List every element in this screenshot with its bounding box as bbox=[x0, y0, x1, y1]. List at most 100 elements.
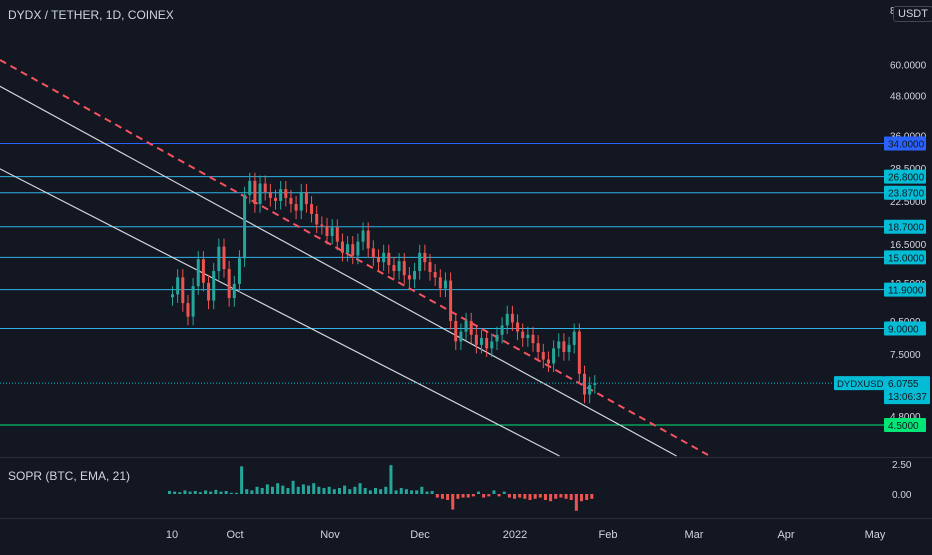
candle-body bbox=[222, 246, 226, 269]
symbol-title: DYDX / TETHER, 1D, COINEX bbox=[8, 8, 174, 22]
sopr-bar bbox=[250, 490, 254, 494]
candle-body bbox=[454, 320, 458, 342]
candle-body bbox=[485, 338, 489, 349]
candle-body bbox=[521, 331, 525, 339]
sopr-bar bbox=[435, 494, 439, 498]
sopr-bar bbox=[451, 494, 455, 510]
candle-body bbox=[562, 341, 566, 353]
level-badge bbox=[884, 250, 926, 265]
price-tick-label: 7.5000 bbox=[890, 350, 921, 361]
symbol-tag-label: DYDXUSDT bbox=[837, 379, 889, 390]
candle-body bbox=[495, 334, 499, 342]
candle-body bbox=[572, 331, 576, 345]
time-tick-label: May bbox=[865, 529, 886, 541]
sopr-bar bbox=[255, 486, 259, 494]
candle-body bbox=[433, 272, 437, 278]
candle-body bbox=[289, 197, 293, 205]
sopr-bar bbox=[518, 494, 522, 498]
sopr-bar bbox=[363, 488, 367, 494]
candle-body bbox=[361, 230, 365, 242]
sopr-bar bbox=[271, 486, 274, 494]
candle-body bbox=[356, 241, 360, 256]
candle-body bbox=[340, 241, 344, 253]
sopr-bar bbox=[533, 494, 537, 499]
sopr-bar bbox=[492, 490, 496, 494]
candle-body bbox=[588, 384, 592, 395]
candle-body bbox=[371, 248, 375, 258]
sopr-bar bbox=[209, 491, 213, 494]
candle-body bbox=[258, 183, 262, 205]
candle-body bbox=[351, 244, 355, 256]
sopr-bar bbox=[399, 488, 403, 494]
candle-body bbox=[325, 225, 329, 236]
sopr-bar bbox=[296, 486, 300, 494]
sopr-bar bbox=[425, 491, 429, 494]
candle-body bbox=[366, 230, 370, 249]
sopr-tick-label: 0.00 bbox=[892, 490, 912, 501]
sopr-bar bbox=[477, 491, 480, 494]
candle-body bbox=[438, 277, 442, 289]
level-badge bbox=[884, 282, 926, 297]
sopr-bar bbox=[317, 486, 321, 494]
time-axis-separator bbox=[0, 518, 932, 519]
candle-body bbox=[186, 303, 190, 317]
candle-body bbox=[181, 277, 185, 304]
candle-body bbox=[474, 334, 478, 345]
sopr-bar bbox=[240, 466, 244, 494]
sopr-bar bbox=[569, 494, 573, 500]
sopr-bar bbox=[183, 490, 187, 494]
candle-body bbox=[176, 277, 180, 295]
sopr-bar bbox=[312, 483, 316, 494]
sopr-bar bbox=[523, 494, 527, 499]
level-badge-label: 15.0000 bbox=[888, 253, 925, 264]
candle-body bbox=[464, 320, 468, 332]
sopr-bar bbox=[219, 491, 223, 494]
level-badge-label: 34.0000 bbox=[888, 140, 925, 151]
candle-body bbox=[423, 252, 427, 263]
time-tick-label: Feb bbox=[599, 529, 618, 541]
candle-body bbox=[510, 313, 514, 323]
candle-body bbox=[531, 334, 535, 344]
sopr-bar bbox=[374, 488, 377, 494]
sopr-bar bbox=[456, 494, 460, 499]
sopr-bar bbox=[466, 494, 470, 498]
candle-body bbox=[207, 282, 211, 301]
candle-body bbox=[263, 183, 267, 192]
candle-body bbox=[310, 204, 314, 214]
sopr-bar bbox=[590, 494, 594, 499]
candle-body bbox=[505, 313, 509, 326]
candle-body bbox=[567, 344, 571, 353]
sopr-bar bbox=[265, 484, 269, 494]
symbol-tag bbox=[834, 376, 884, 391]
candle-body bbox=[377, 257, 380, 263]
candle-body bbox=[243, 194, 247, 259]
sopr-bar bbox=[446, 494, 450, 500]
candle-body bbox=[443, 280, 447, 289]
indicator-title: SOPR (BTC, EMA, 21) bbox=[8, 469, 131, 483]
candle-body bbox=[217, 246, 221, 272]
sopr-bar bbox=[307, 485, 311, 494]
sopr-bar bbox=[415, 490, 419, 494]
sopr-bar bbox=[507, 494, 511, 498]
sopr-tick-label: 2.50 bbox=[892, 460, 912, 471]
sopr-bar bbox=[193, 491, 197, 494]
candle-body bbox=[552, 348, 556, 364]
candle-body bbox=[397, 261, 401, 272]
candle-body bbox=[201, 259, 205, 283]
time-tick-label: 2022 bbox=[503, 529, 527, 541]
sopr-bar bbox=[229, 492, 233, 494]
price-tick-label: 4.8000 bbox=[890, 412, 921, 423]
candle-body bbox=[330, 227, 334, 236]
candle-body bbox=[392, 265, 396, 272]
level-badge-label: 9.0000 bbox=[888, 324, 919, 335]
time-tick-label: 10 bbox=[166, 529, 178, 541]
sopr-bar bbox=[554, 494, 558, 499]
candle-body bbox=[500, 325, 504, 335]
sopr-bar bbox=[291, 480, 295, 494]
currency-button[interactable]: USDT bbox=[893, 6, 932, 22]
time-tick-label: Dec bbox=[410, 529, 430, 541]
sopr-bar bbox=[549, 494, 553, 502]
candle-body bbox=[402, 261, 406, 276]
